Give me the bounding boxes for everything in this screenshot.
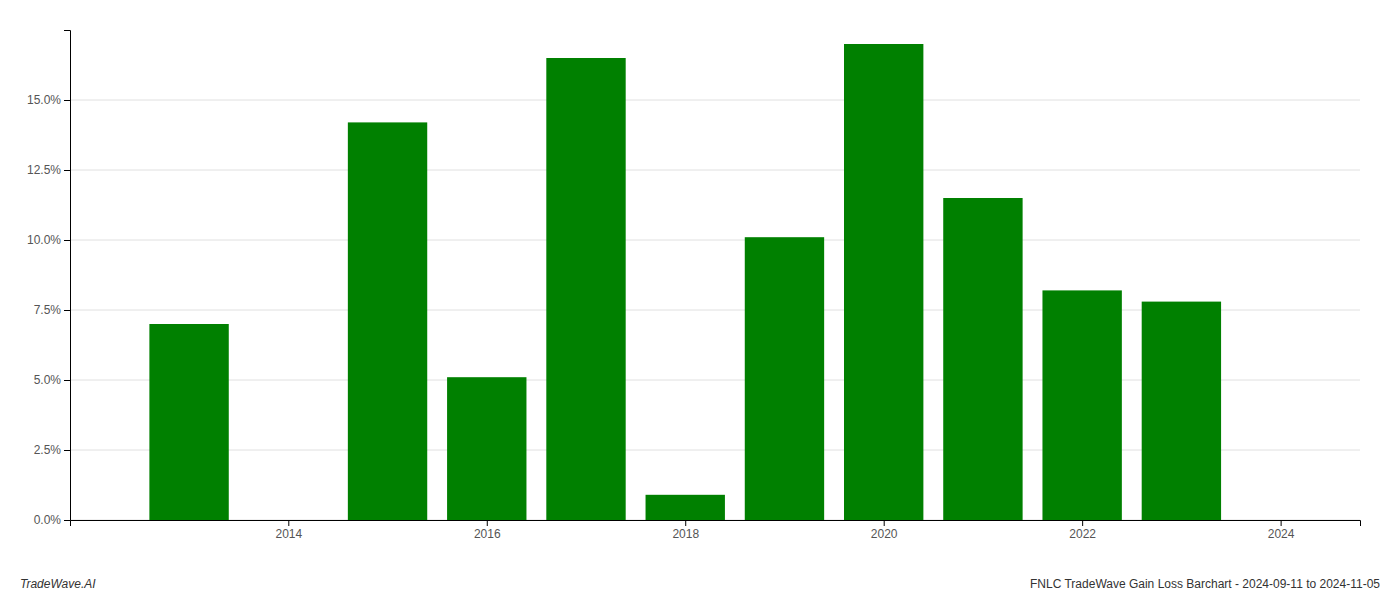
bar	[943, 198, 1022, 520]
y-tick: 5.0%	[34, 373, 70, 387]
footer-right: FNLC TradeWave Gain Loss Barchart - 2024…	[1030, 577, 1380, 591]
grid-line	[70, 170, 1360, 171]
y-tick-mark	[64, 100, 70, 101]
x-tick-label: 2016	[474, 527, 501, 541]
x-tick-mark	[884, 520, 885, 526]
bar	[646, 495, 725, 520]
y-tick-mark	[64, 310, 70, 311]
bar	[1142, 302, 1221, 520]
x-tick: 2024	[1268, 520, 1295, 541]
x-tick-label: 2022	[1069, 527, 1096, 541]
y-tick-label: 10.0%	[27, 233, 61, 247]
x-axis: 2014 2016 2018 2020 2022 2024	[71, 520, 1361, 541]
y-axis: 0.0% 2.5% 5.0% 7.5% 10.0% 12.5% 15.0%	[27, 31, 71, 528]
y-tick-label: 5.0%	[34, 373, 62, 387]
y-tick: 15.0%	[27, 93, 70, 107]
bar	[844, 44, 923, 520]
bar	[447, 377, 526, 520]
x-tick-mark	[685, 520, 686, 526]
y-tick-label: 7.5%	[34, 303, 62, 317]
bar	[546, 58, 625, 520]
x-tick: 2014	[275, 520, 302, 541]
y-tick: 2.5%	[34, 443, 70, 457]
y-tick: 12.5%	[27, 163, 70, 177]
bar	[348, 122, 427, 520]
y-axis-line	[64, 31, 71, 521]
x-tick: 2016	[474, 520, 501, 541]
bars	[149, 44, 1221, 520]
bar	[1042, 290, 1121, 520]
y-tick-mark	[64, 450, 70, 451]
y-tick-mark	[64, 380, 70, 381]
bar	[745, 237, 824, 520]
y-tick-mark	[64, 240, 70, 241]
y-tick: 0.0%	[34, 513, 70, 527]
x-tick-label: 2014	[275, 527, 302, 541]
grid-line	[70, 100, 1360, 101]
y-tick-label: 2.5%	[34, 443, 62, 457]
x-axis-line	[71, 521, 1361, 527]
x-tick: 2022	[1069, 520, 1096, 541]
grid-line	[70, 240, 1360, 241]
x-tick-label: 2020	[871, 527, 898, 541]
x-tick-mark	[1082, 520, 1083, 526]
y-tick-label: 12.5%	[27, 163, 61, 177]
x-tick: 2020	[871, 520, 898, 541]
plot-area: 0.0%2.5%5.0%7.5%10.0%12.5%15.0%201420162…	[27, 31, 1361, 541]
bar	[149, 324, 228, 520]
y-tick-mark	[64, 520, 70, 521]
x-tick-mark	[1281, 520, 1282, 526]
x-tick: 2018	[672, 520, 699, 541]
y-tick-mark	[64, 170, 70, 171]
footer-left: TradeWave.AI	[20, 577, 96, 591]
y-tick: 7.5%	[34, 303, 70, 317]
x-tick-mark	[487, 520, 488, 526]
y-tick-label: 15.0%	[27, 93, 61, 107]
grid	[70, 100, 1360, 520]
chart: 0.0%2.5%5.0%7.5%10.0%12.5%15.0%201420162…	[0, 0, 1400, 600]
y-tick-label: 0.0%	[34, 513, 62, 527]
y-tick: 10.0%	[27, 233, 70, 247]
x-tick-mark	[288, 520, 289, 526]
x-tick-label: 2018	[672, 527, 699, 541]
x-tick-label: 2024	[1268, 527, 1295, 541]
